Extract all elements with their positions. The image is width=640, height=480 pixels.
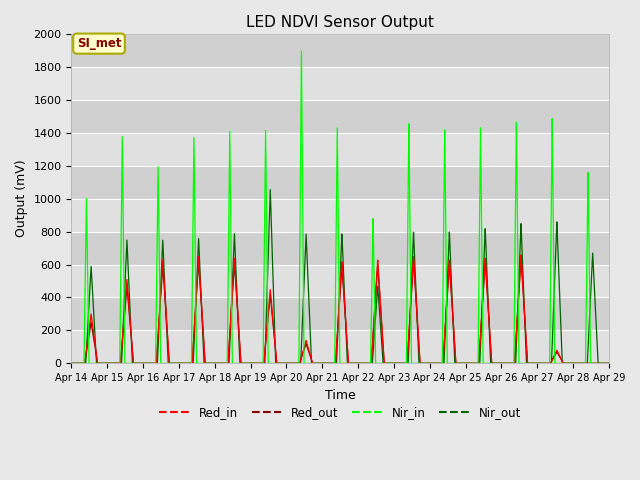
Red_in [177,360,184,366]
Nir_in [491,360,499,366]
Line: Nir_in: Nir_in [72,51,609,363]
X-axis label: Time: Time [324,389,355,402]
Red_out [603,360,611,366]
Nir_in [177,360,184,366]
Nir_in [298,48,305,54]
Text: SI_met: SI_met [77,37,121,50]
Nir_out [414,342,422,348]
Red_out [177,360,184,366]
Red_in [491,360,499,366]
Legend: Red_in, Red_out, Nir_in, Nir_out: Red_in, Red_out, Nir_in, Nir_out [155,401,525,423]
Red_in [603,360,611,366]
Nir_out [603,360,611,366]
Nir_out [182,360,190,366]
Nir_in [269,360,276,366]
Line: Nir_out: Nir_out [72,190,609,363]
Nir_in [603,360,611,366]
Nir_out [605,360,612,366]
Nir_out [266,187,274,192]
Bar [72,133,609,166]
Bar [72,166,609,199]
Red_out [491,360,499,366]
Red_in [68,360,76,366]
Nir_out [491,360,499,366]
Nir_in [414,360,422,366]
Bar [72,67,609,100]
Red_in [182,360,190,366]
Bar [72,232,609,264]
Red_out [605,360,612,366]
Red_out [269,316,276,322]
Red_in [269,313,276,319]
Bar [72,264,609,298]
Red_in [605,360,612,366]
Bar [72,100,609,133]
Red_out [414,331,422,336]
Nir_out [177,360,184,366]
Bar [72,298,609,330]
Red_in [414,329,422,335]
Nir_in [605,360,612,366]
Nir_out [68,360,76,366]
Bar [72,199,609,232]
Bar [72,330,609,363]
Nir_in [182,360,190,366]
Y-axis label: Output (mV): Output (mV) [15,160,28,238]
Title: LED NDVI Sensor Output: LED NDVI Sensor Output [246,15,434,30]
Red_out [182,360,190,366]
Red_out [517,255,525,261]
Nir_out [269,264,276,269]
Line: Red_out: Red_out [72,258,609,363]
Bar [72,34,609,67]
Red_in [517,252,525,258]
Red_out [68,360,76,366]
Nir_in [68,360,76,366]
Line: Red_in: Red_in [72,255,609,363]
